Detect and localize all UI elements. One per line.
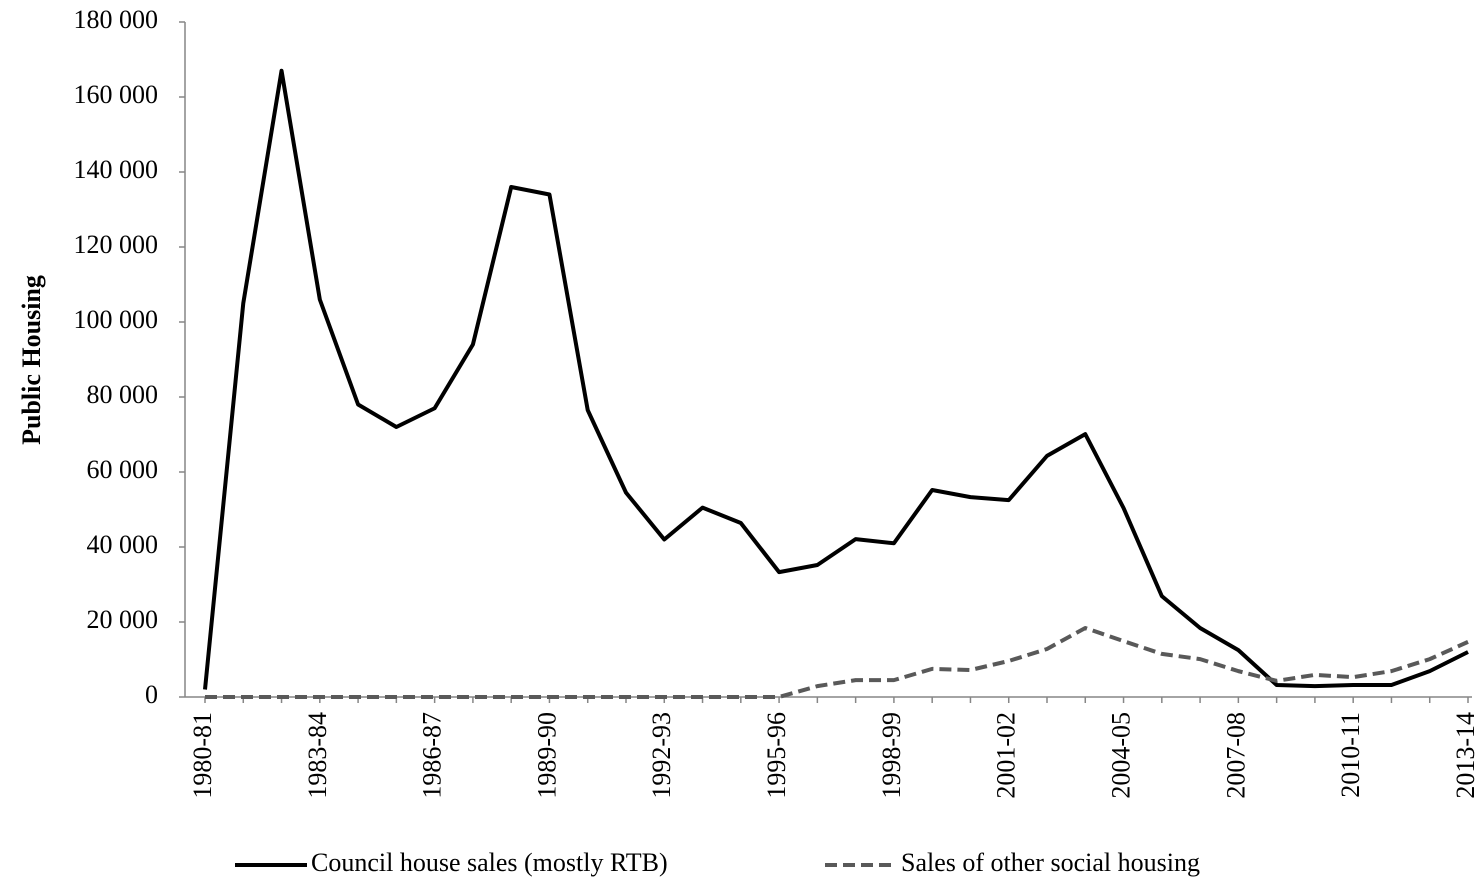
x-tick-label: 1983-84 — [303, 712, 332, 799]
y-tick-label: 20 000 — [87, 605, 159, 634]
series-line — [205, 626, 1469, 699]
x-tick-label: 1995-96 — [762, 712, 791, 799]
x-tick-label: 2007-08 — [1221, 712, 1250, 799]
series-line — [203, 68, 1469, 690]
x-tick-label: 2013-14 — [1451, 712, 1480, 799]
y-axis-label: Public Housing — [17, 275, 46, 445]
y-tick-label: 120 000 — [74, 230, 159, 259]
y-tick-label: 40 000 — [87, 530, 159, 559]
y-tick-label: 0 — [145, 680, 158, 709]
x-tick-label: 1986-87 — [418, 712, 447, 799]
y-tick-label: 140 000 — [74, 155, 159, 184]
legend-label: Sales of other social housing — [901, 848, 1200, 877]
x-tick-label: 1998-99 — [877, 712, 906, 799]
x-tick-label: 1992-93 — [647, 712, 676, 799]
y-tick-label: 60 000 — [87, 455, 159, 484]
legend-label: Council house sales (mostly RTB) — [311, 848, 668, 877]
y-tick-label: 160 000 — [74, 80, 159, 109]
x-tick-label: 2001-02 — [992, 712, 1021, 799]
x-tick-label: 1989-90 — [532, 712, 561, 799]
y-tick-label: 80 000 — [87, 380, 159, 409]
x-tick-label: 2004-05 — [1107, 712, 1136, 799]
y-tick-label: 180 000 — [74, 5, 159, 34]
y-tick-label: 100 000 — [74, 305, 159, 334]
x-tick-label: 1980-81 — [188, 712, 217, 799]
x-tick-label: 2010-11 — [1336, 712, 1365, 798]
